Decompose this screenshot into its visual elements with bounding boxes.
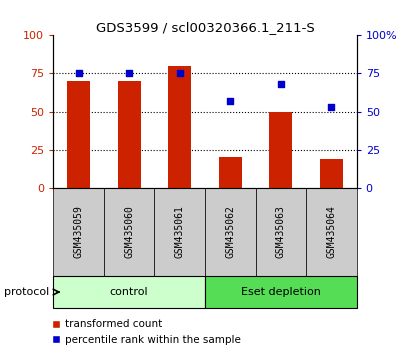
Text: Eset depletion: Eset depletion	[240, 287, 320, 297]
Bar	[53, 276, 204, 308]
Point	[75, 70, 82, 76]
Bar	[53, 188, 103, 276]
Bar	[255, 188, 306, 276]
Text: GSM435059: GSM435059	[73, 205, 83, 258]
Point	[227, 98, 233, 104]
Bar	[218, 157, 241, 188]
Bar	[117, 81, 140, 188]
Bar	[204, 276, 356, 308]
Bar	[204, 188, 255, 276]
Title: GDS3599 / scl00320366.1_211-S: GDS3599 / scl00320366.1_211-S	[95, 21, 314, 34]
Bar	[103, 188, 154, 276]
Bar	[319, 159, 342, 188]
Bar	[154, 188, 204, 276]
Point	[277, 81, 283, 87]
Text: GSM435062: GSM435062	[225, 205, 235, 258]
Bar	[67, 81, 90, 188]
Legend: transformed count, percentile rank within the sample: transformed count, percentile rank withi…	[46, 315, 245, 349]
Bar	[306, 188, 356, 276]
Bar	[168, 66, 191, 188]
Text: protocol: protocol	[4, 287, 49, 297]
Text: GSM435061: GSM435061	[174, 205, 184, 258]
Point	[327, 104, 334, 110]
Text: GSM435064: GSM435064	[326, 205, 336, 258]
Text: GSM435063: GSM435063	[275, 205, 285, 258]
Text: GSM435060: GSM435060	[124, 205, 134, 258]
Point	[126, 70, 132, 76]
Text: control: control	[110, 287, 148, 297]
Bar	[269, 112, 292, 188]
Point	[176, 70, 182, 76]
